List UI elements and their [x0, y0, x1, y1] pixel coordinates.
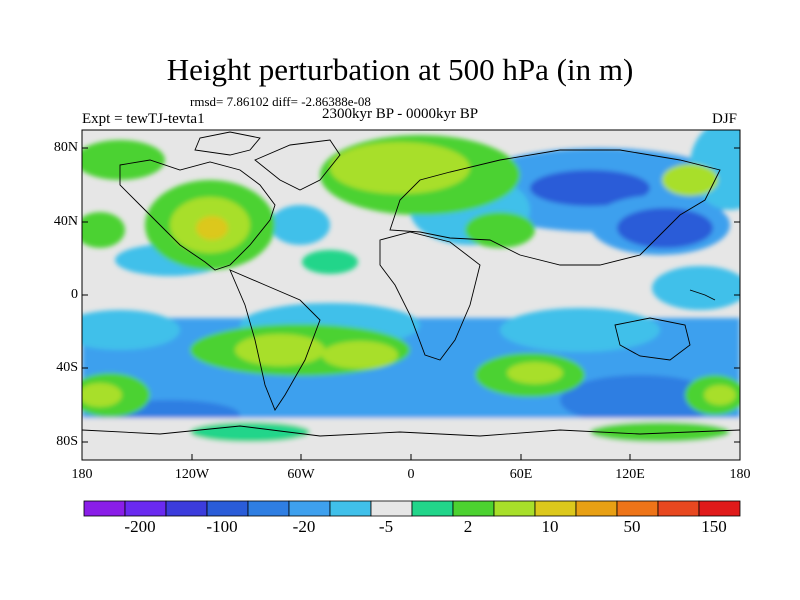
lon-label-120e: 120E [615, 467, 645, 482]
colorbar-label: 2 [463, 517, 473, 536]
colorbar-box [165, 500, 208, 517]
field-layer [82, 130, 740, 460]
eurasia-coast [389, 149, 721, 266]
map-title: Height perturbation at 500 hPa (in m) [166, 52, 634, 87]
antarctica-coast [82, 425, 740, 437]
coastlines [82, 131, 740, 437]
australia-coast [614, 317, 691, 361]
colorbar-box [124, 500, 167, 517]
lat-label-40n: 40N [53, 214, 78, 229]
colorbar-label: -100 [206, 517, 238, 536]
colorbar-label: -200 [124, 517, 156, 536]
colorbar-box [288, 500, 331, 517]
colorbar-box [83, 500, 126, 517]
colorbar-label: -20 [292, 517, 316, 536]
lat-label-80n: 80N [53, 140, 78, 155]
colorbar-box [616, 500, 659, 517]
period-label: 2300kyr BP - 0000kyr BP [322, 106, 479, 122]
africa-coast [379, 231, 481, 361]
lat-tick-marks [82, 147, 740, 443]
colorbar-box [206, 500, 249, 517]
stats-label: rmsd= 7.86102 diff= -2.86388e-08 [190, 94, 371, 109]
colorbar-box [411, 500, 454, 517]
colorbar-label: 150 [701, 517, 727, 536]
lon-label-180w: 180 [71, 467, 93, 482]
colorbar-box [370, 500, 413, 517]
colorbar-box [493, 500, 536, 517]
colorbar-box [329, 500, 372, 517]
colorbar-box [534, 500, 577, 517]
lon-tick-marks [81, 454, 741, 460]
colorbar-box [698, 500, 741, 517]
colorbar-box [657, 500, 700, 517]
lon-label-180e: 180 [729, 467, 751, 482]
lat-label-40s: 40S [56, 360, 78, 375]
indonesia-islands [689, 289, 716, 301]
north-america-coast [119, 159, 276, 271]
season-label: DJF [712, 111, 738, 127]
greenland-coast [254, 139, 341, 191]
colorbar-label: 10 [541, 517, 559, 536]
experiment-label: Expt = tewTJ-tevta1 [82, 111, 205, 127]
colorbar-box [575, 500, 618, 517]
colorbar-label: -5 [378, 517, 394, 536]
colorbar-box [452, 500, 495, 517]
south-america-coast [229, 269, 321, 411]
lon-label-120w: 120W [174, 467, 210, 482]
colorbar [83, 500, 741, 517]
lat-label-80s: 80S [56, 434, 78, 449]
colorbar-box [247, 500, 290, 517]
lon-label-60w: 60W [287, 467, 315, 482]
lon-label-60e: 60E [509, 467, 533, 482]
canadian-archipelago [194, 131, 261, 156]
lat-label-0: 0 [71, 287, 78, 302]
colorbar-label: 50 [623, 517, 641, 536]
lon-label-0: 0 [407, 467, 415, 482]
